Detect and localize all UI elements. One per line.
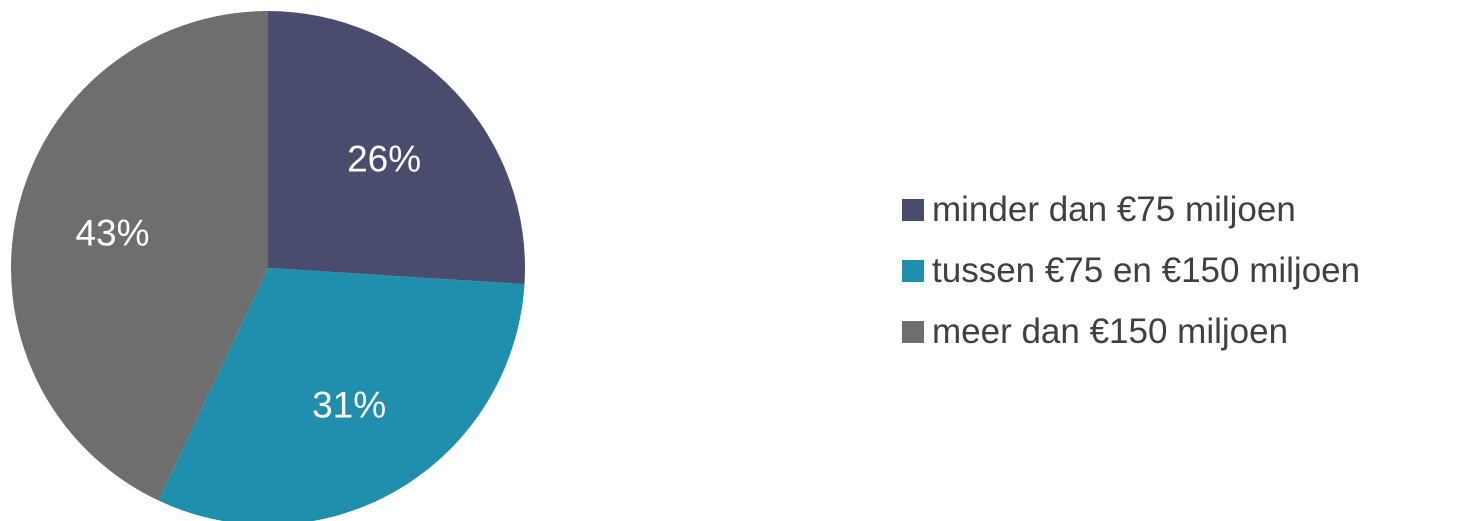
slice-under-75m — [268, 11, 525, 285]
data-label-under-75m: 26% — [347, 138, 421, 179]
legend-item-75m-to-150m: tussen €75 en €150 miljoen — [902, 251, 1361, 290]
chart-legend: minder dan €75 miljoen tussen €75 en €15… — [902, 190, 1361, 374]
slice-75m-to-150m — [158, 268, 525, 521]
data-label-75m-to-150m: 31% — [312, 385, 386, 426]
legend-swatch — [902, 321, 924, 343]
pie-slices — [10, 10, 525, 521]
slice-over-150m — [10, 10, 268, 501]
legend-swatch — [902, 260, 924, 282]
pie-data-labels: 26% 31% 43% — [75, 138, 421, 425]
legend-label: tussen €75 en €150 miljoen — [932, 251, 1361, 290]
legend-item-under-75m: minder dan €75 miljoen — [902, 190, 1360, 229]
legend-label: meer dan €150 miljoen — [932, 312, 1289, 351]
legend-label: minder dan €75 miljoen — [932, 190, 1296, 229]
data-label-over-150m: 43% — [75, 213, 149, 254]
legend-item-over-150m: meer dan €150 miljoen — [902, 312, 1360, 351]
legend-swatch — [902, 199, 924, 221]
